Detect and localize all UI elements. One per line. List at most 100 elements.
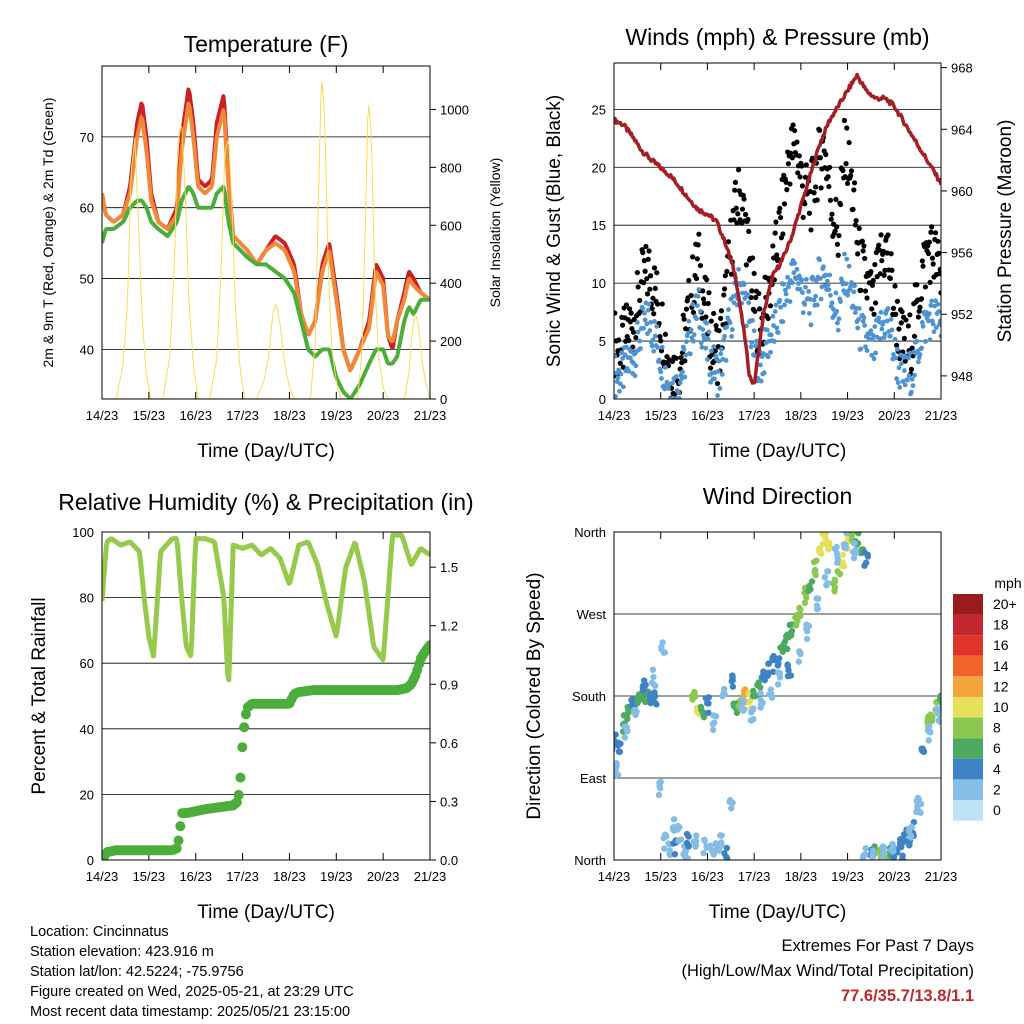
point-gust: [770, 243, 776, 249]
point-wind: [849, 280, 854, 285]
point-gust: [705, 300, 711, 307]
point-wind: [662, 365, 668, 370]
point-gust: [870, 277, 876, 284]
point-gust: [716, 328, 722, 334]
point-wind: [626, 368, 632, 374]
y2-tick-label: 952: [951, 307, 973, 322]
point-gust: [882, 267, 888, 273]
extremes-values: 77.6/35.7/13.8/1.1: [840, 987, 974, 1005]
point-gust: [619, 322, 626, 328]
x-tick-label: 19/23: [831, 408, 864, 423]
series-t9: [102, 101, 430, 373]
recent-data-text: Most recent data timestamp: 2025/05/21 2…: [30, 1004, 351, 1020]
point-wind: [641, 325, 646, 331]
point-wind: [791, 270, 797, 276]
point-gust: [792, 127, 798, 134]
point-gust: [635, 284, 641, 290]
y2-tick-label: 0.3: [440, 794, 458, 809]
direction-point: [831, 545, 839, 553]
point-wind: [615, 375, 621, 381]
x-tick-label: 19/23: [320, 408, 353, 423]
y-tick-label: East: [580, 771, 606, 786]
point-wind: [902, 368, 907, 373]
created-text: Figure created on Wed, 2025-05-21, at 23…: [30, 984, 354, 1000]
point-wind: [852, 283, 857, 289]
direction-point: [682, 849, 689, 856]
x-tick-label: 19/23: [320, 869, 353, 884]
point-gust: [640, 280, 647, 286]
point-gust: [889, 267, 895, 273]
point-gust: [799, 163, 805, 169]
x-tick-label: 18/23: [273, 869, 306, 884]
point-gust: [862, 288, 869, 294]
y-tick-label: 0: [87, 853, 94, 868]
point-wind: [691, 332, 697, 338]
point-gust: [655, 301, 661, 307]
y-axis-label: Sonic Wind & Gust (Blue, Black): [544, 95, 565, 367]
point-wind: [835, 327, 841, 333]
point-wind: [758, 378, 764, 384]
direction-point: [709, 720, 717, 728]
point-wind: [782, 302, 787, 308]
point-gust: [708, 318, 714, 324]
direction-point: [870, 852, 877, 859]
legend-swatch: [953, 779, 983, 800]
direction-point: [840, 541, 848, 548]
point-wind: [659, 344, 665, 350]
point-wind: [871, 356, 877, 362]
y2-tick-label: 956: [951, 246, 973, 261]
point-wind: [616, 367, 622, 373]
legend-title: mph: [994, 575, 1021, 591]
direction-point: [901, 836, 908, 844]
y-tick-label: 40: [80, 342, 94, 357]
point-gust: [911, 333, 918, 339]
point-gust: [678, 354, 684, 361]
y-tick-label: West: [577, 607, 607, 622]
point-wind: [900, 379, 906, 384]
point-gust: [690, 254, 696, 260]
direction-points: [614, 532, 941, 860]
x-tick-label: 17/23: [226, 408, 259, 423]
point-wind: [826, 287, 832, 292]
point-wind: [620, 384, 626, 390]
direction-point: [925, 737, 932, 744]
direction-point: [718, 839, 725, 846]
x-tick-label: 15/23: [644, 869, 677, 884]
point-wind: [887, 333, 893, 339]
point-wind: [907, 350, 913, 356]
point-gust: [774, 252, 780, 258]
x-tick-label: 17/23: [738, 408, 771, 423]
point-wind: [864, 348, 870, 353]
point-gust: [683, 306, 690, 312]
point-wind: [640, 306, 646, 312]
direction-point: [638, 694, 645, 702]
point-wind: [656, 357, 662, 363]
speed-legend: mph 20+ 18 16 14 12 10 8 6 4 2 0: [953, 575, 1022, 821]
point-wind: [792, 260, 798, 266]
point-wind: [694, 316, 699, 322]
legend-swatch: [953, 614, 983, 636]
point-gust: [827, 197, 834, 203]
direction-point: [765, 669, 772, 677]
point-gust: [869, 306, 875, 312]
y2-tick-label: 1.2: [440, 619, 458, 634]
point-gust: [662, 331, 668, 337]
point-wind: [937, 318, 941, 324]
y2-tick-label: 1000: [440, 102, 469, 117]
direction-point: [784, 645, 791, 653]
x-tick-label: 20/23: [367, 869, 400, 884]
point-gust: [735, 167, 742, 173]
point-wind: [768, 332, 774, 338]
direction-point: [652, 682, 659, 689]
point-gust: [834, 224, 840, 230]
direction-point: [805, 587, 812, 595]
direction-point: [719, 692, 726, 700]
direction-point: [887, 846, 895, 854]
point-gust: [650, 295, 656, 301]
point-wind: [870, 336, 875, 342]
point-wind: [614, 353, 618, 359]
point-gust: [739, 206, 746, 212]
point-gust: [647, 286, 653, 292]
point-wind: [705, 357, 710, 362]
point-wind: [614, 393, 618, 399]
